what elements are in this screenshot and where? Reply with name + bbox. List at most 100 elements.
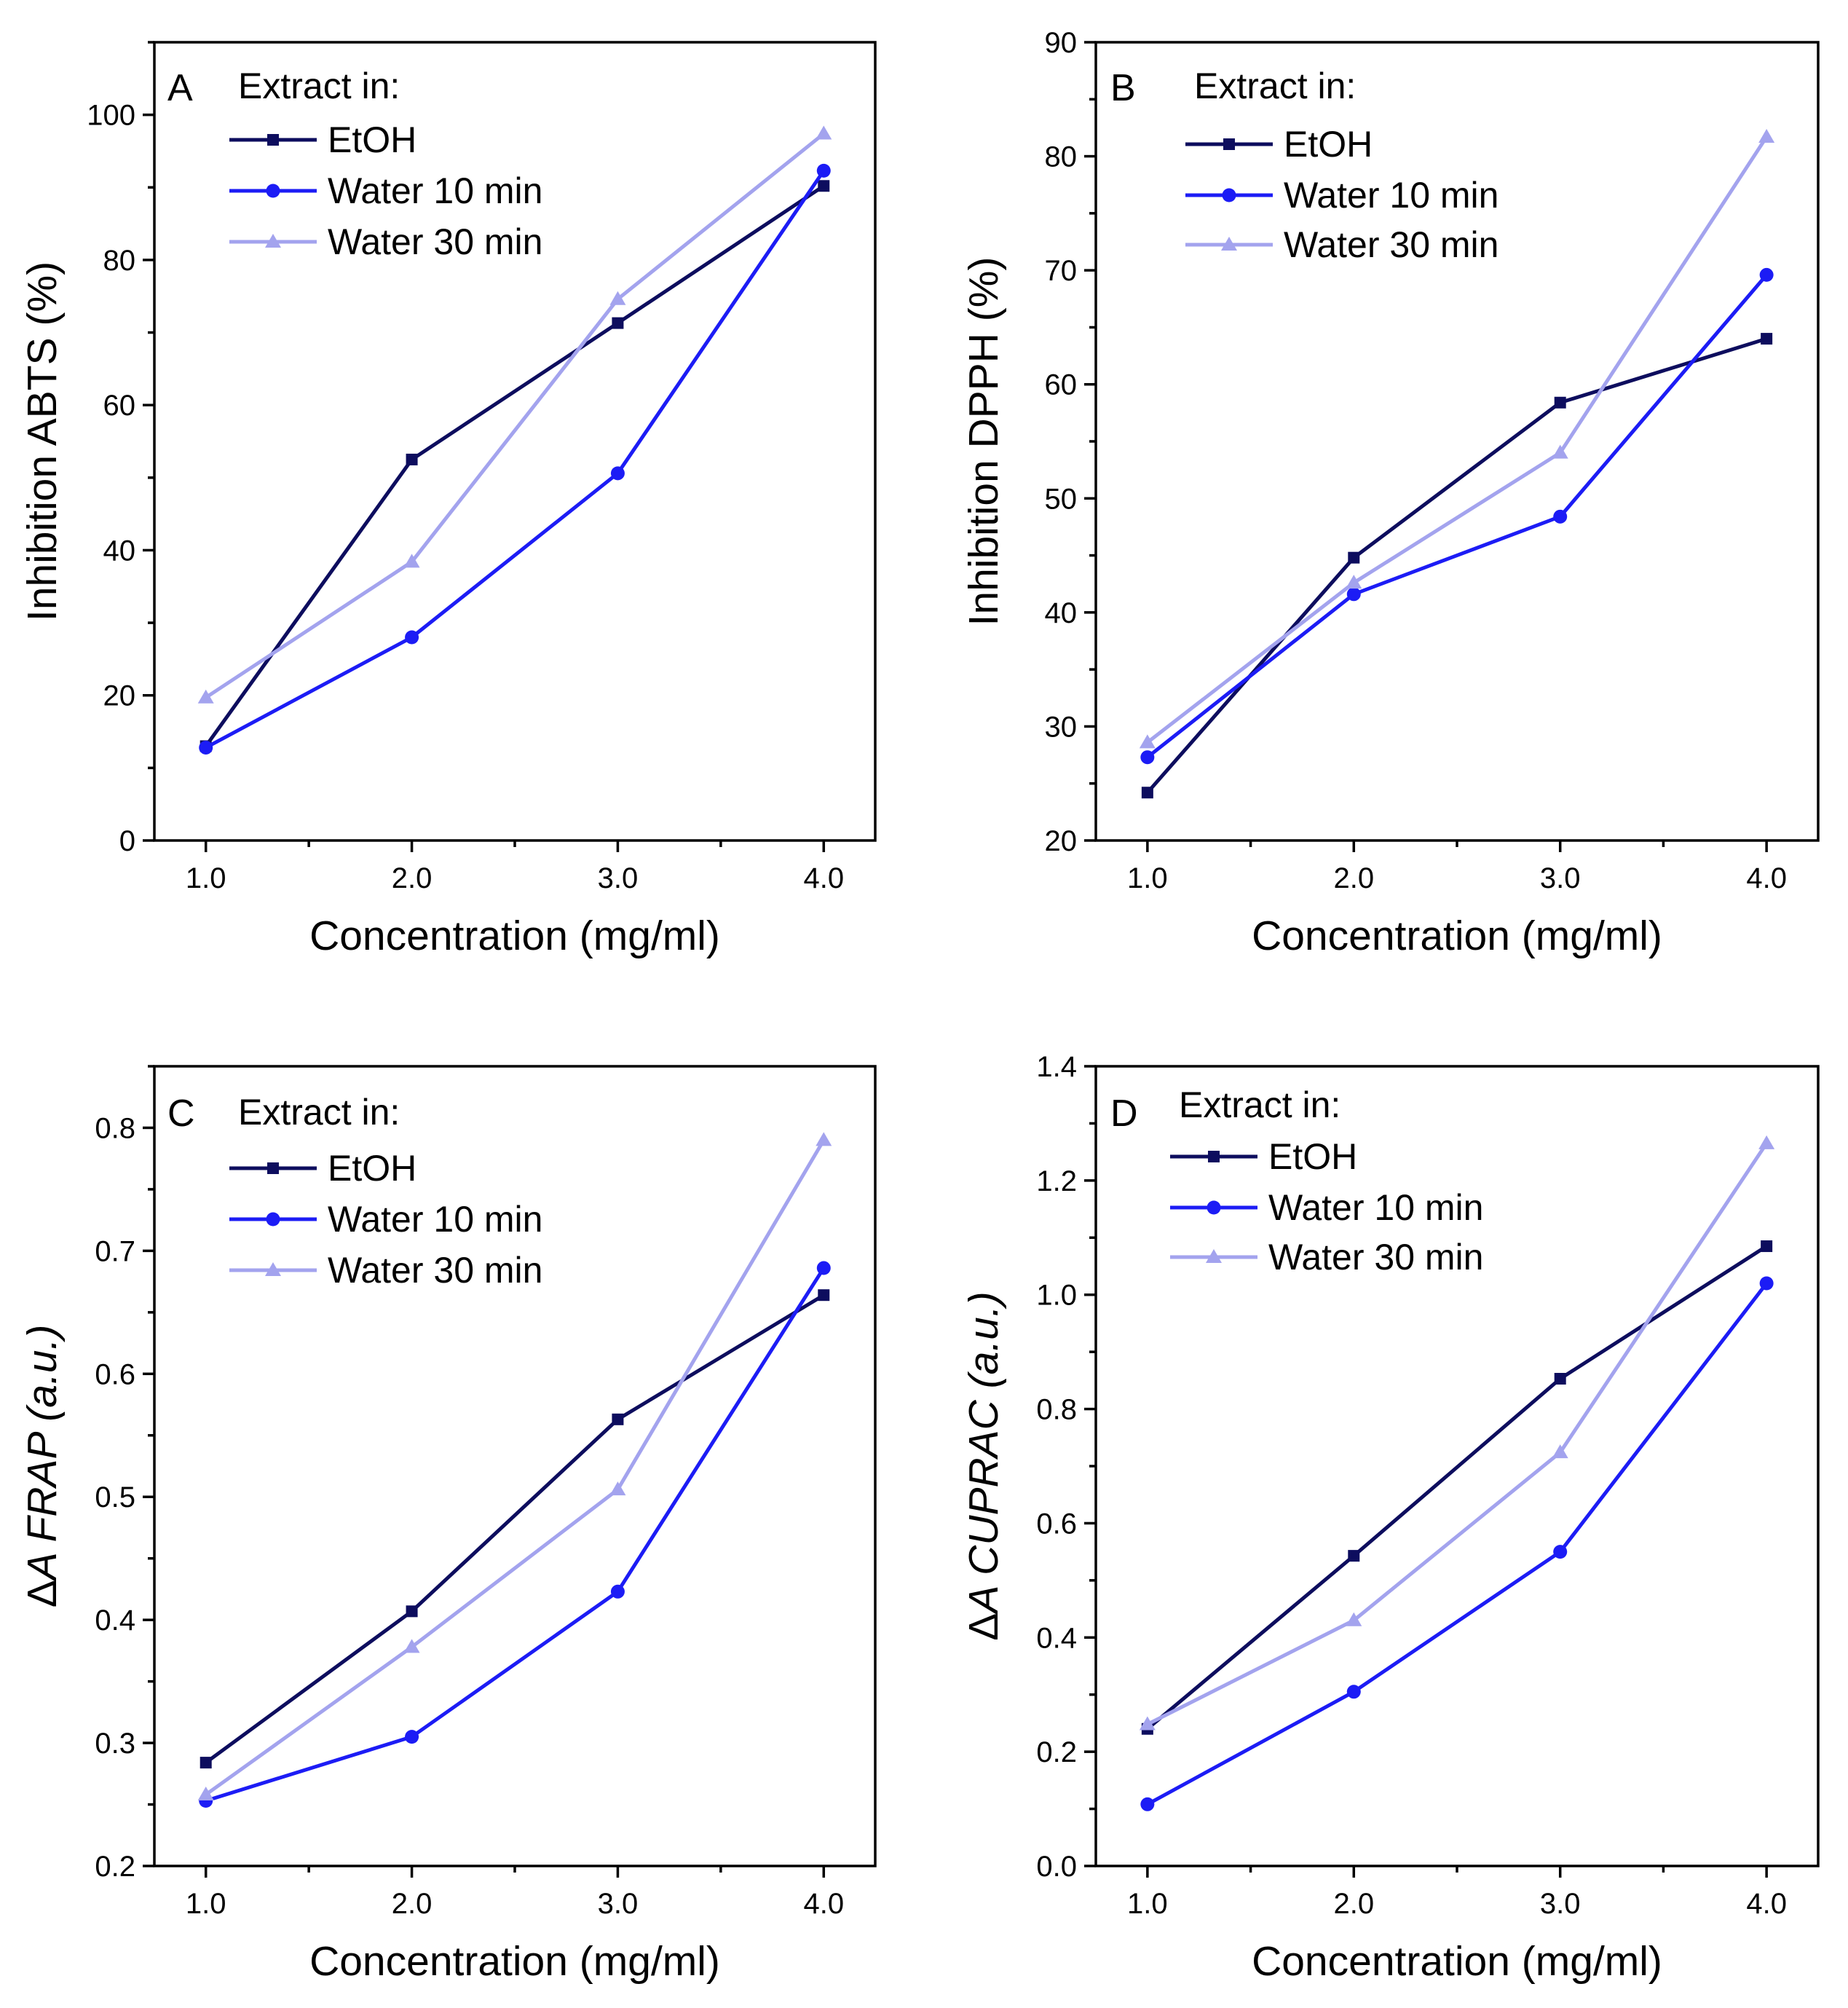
data-point-water-30-min bbox=[1758, 128, 1775, 143]
x-tick-label: 3.0 bbox=[1540, 862, 1581, 894]
data-point-water-30-min bbox=[1552, 1444, 1568, 1459]
x-tick-label: 2.0 bbox=[1333, 1888, 1374, 1920]
y-tick-label: 80 bbox=[1045, 141, 1078, 173]
x-tick-label: 2.0 bbox=[392, 1888, 433, 1920]
legend-label-etoh: EtOH bbox=[1268, 1136, 1357, 1177]
y-tick-label: 0.8 bbox=[95, 1112, 135, 1144]
legend: Extract in: EtOH Water 10 min Water 30 min bbox=[229, 1092, 542, 1291]
panel-b: 1.0 2.0 3.0 4.0 20 30 40 50 60 70 80 90 Concentratio… bbox=[960, 27, 1820, 959]
data-point-water-10-min bbox=[1140, 750, 1155, 765]
y-tick-label: 1.4 bbox=[1036, 1051, 1077, 1083]
series-line-water-30-min bbox=[205, 1139, 826, 1797]
series-line-water-30-min bbox=[1146, 135, 1769, 744]
data-point-water-10-min bbox=[199, 740, 213, 755]
x-tick-label: 2.0 bbox=[1333, 862, 1374, 894]
y-tick-label: 0.8 bbox=[1036, 1394, 1077, 1426]
series-line-etoh bbox=[204, 184, 825, 747]
data-point-etoh bbox=[406, 1605, 418, 1618]
x-tick-label: 4.0 bbox=[803, 862, 844, 894]
y-axis-title: ΔA FRAP (a.u.) bbox=[19, 1325, 66, 1608]
plot-frame bbox=[153, 41, 877, 842]
data-point-etoh bbox=[1348, 1550, 1360, 1562]
legend-label-etoh: EtOH bbox=[1284, 124, 1373, 165]
data-point-water-10-min bbox=[405, 630, 419, 645]
y-tick-label: 60 bbox=[103, 390, 136, 422]
y-tick-label: 1.0 bbox=[1036, 1280, 1077, 1312]
data-point-water-10-min bbox=[610, 466, 625, 481]
legend-label-water-30-min: Water 30 min bbox=[1268, 1237, 1483, 1277]
legend-title: Extract in: bbox=[238, 66, 400, 106]
data-point-water-10-min bbox=[1759, 267, 1774, 282]
x-tick-label: 1.0 bbox=[1127, 1888, 1168, 1920]
y-tick-label: 80 bbox=[103, 245, 136, 277]
data-point-etoh bbox=[818, 1289, 830, 1302]
y-axis-title: Inhibition DPPH (%) bbox=[960, 257, 1007, 626]
x-tick-label: 3.0 bbox=[598, 862, 639, 894]
x-tick-label: 3.0 bbox=[598, 1888, 639, 1920]
data-point-water-10-min bbox=[1346, 1685, 1361, 1699]
panel-a: 1.0 2.0 3.0 4.0 0 20 40 60 80 100 Concentration (m… bbox=[19, 41, 877, 959]
legend-label-etoh: EtOH bbox=[328, 119, 416, 160]
x-tick-label: 4.0 bbox=[1746, 1888, 1787, 1920]
data-point-water-10-min bbox=[816, 1261, 831, 1275]
series-line-water-30-min bbox=[205, 132, 825, 699]
x-tick-label: 4.0 bbox=[803, 1888, 844, 1920]
y-tick-label: 50 bbox=[1045, 483, 1078, 515]
legend-label-water-10-min: Water 10 min bbox=[328, 170, 542, 211]
legend-marker-water-10-min bbox=[266, 1212, 280, 1227]
data-point-etoh bbox=[612, 1413, 624, 1425]
data-point-water-30-min bbox=[609, 1481, 626, 1496]
panel-d: 1.0 2.0 3.0 4.0 0.0 0.2 0.4 0.6 0.8 1.0 1.2 1.4 Conc… bbox=[960, 1051, 1820, 1985]
y-tick-label: 0.6 bbox=[1036, 1508, 1077, 1540]
y-tick-label: 0.2 bbox=[95, 1851, 135, 1883]
data-point-etoh bbox=[1348, 551, 1360, 564]
legend-label-etoh: EtOH bbox=[328, 1148, 416, 1189]
data-point-water-30-min bbox=[609, 291, 626, 305]
plot-frame bbox=[153, 1065, 877, 1867]
y-tick-label: 0.5 bbox=[95, 1481, 135, 1513]
x-tick-label: 2.0 bbox=[392, 862, 433, 894]
series-line-etoh bbox=[1146, 1244, 1768, 1731]
legend-marker-water-10-min bbox=[1222, 188, 1236, 202]
legend-title: Extract in: bbox=[1179, 1084, 1340, 1125]
y-tick-label: 20 bbox=[103, 680, 136, 712]
y-tick-label: 0.4 bbox=[1036, 1622, 1077, 1654]
legend-marker-etoh bbox=[267, 134, 279, 146]
y-tick-label: 0.0 bbox=[1036, 1851, 1077, 1883]
x-tick-label: 1.0 bbox=[186, 1888, 226, 1920]
data-point-water-10-min bbox=[816, 163, 831, 178]
legend-label-water-10-min: Water 10 min bbox=[328, 1199, 542, 1240]
data-point-water-30-min bbox=[1758, 1135, 1775, 1149]
y-tick-label: 0.2 bbox=[1036, 1736, 1077, 1768]
data-point-etoh bbox=[1141, 787, 1153, 799]
x-tick-label: 1.0 bbox=[186, 862, 226, 894]
data-point-water-10-min bbox=[610, 1584, 625, 1599]
data-point-water-30-min bbox=[403, 1639, 420, 1653]
series-line-water-10-min bbox=[1146, 1282, 1769, 1806]
y-tick-label: 70 bbox=[1045, 255, 1078, 287]
x-axis-title: Concentration (mg/ml) bbox=[1252, 1938, 1662, 1985]
legend-marker-water-30-min bbox=[1206, 1249, 1222, 1263]
y-axis-title: ΔA CUPRAC (a.u.) bbox=[960, 1291, 1007, 1640]
legend-title: Extract in: bbox=[1194, 66, 1356, 106]
legend-label-water-10-min: Water 10 min bbox=[1284, 175, 1498, 216]
x-axis-title: Concentration (mg/ml) bbox=[309, 913, 720, 959]
legend-marker-etoh bbox=[1208, 1151, 1220, 1162]
data-point-water-30-min bbox=[1139, 734, 1156, 749]
legend-marker-water-30-min bbox=[265, 1262, 281, 1276]
panel-c: 1.0 2.0 3.0 4.0 0.2 0.3 0.4 0.5 0.6 0.7 0.8 Concent… bbox=[19, 1065, 877, 1985]
data-point-water-30-min bbox=[816, 125, 832, 140]
data-point-water-30-min bbox=[1346, 1612, 1362, 1626]
legend: Extract in: EtOH Water 10 min Water 30 min bbox=[1170, 1084, 1483, 1277]
x-tick-label: 3.0 bbox=[1540, 1888, 1581, 1920]
data-point-water-10-min bbox=[1553, 1545, 1568, 1559]
y-tick-label: 60 bbox=[1045, 369, 1078, 401]
panel-letter: C bbox=[167, 1092, 195, 1135]
data-point-water-30-min bbox=[816, 1132, 832, 1146]
data-point-water-30-min bbox=[1552, 444, 1568, 459]
legend-marker-etoh bbox=[267, 1162, 279, 1174]
y-tick-label: 40 bbox=[103, 535, 136, 567]
series-line-water-10-min bbox=[205, 169, 826, 749]
y-tick-label: 0.4 bbox=[95, 1605, 135, 1637]
data-point-etoh bbox=[1761, 1240, 1773, 1253]
